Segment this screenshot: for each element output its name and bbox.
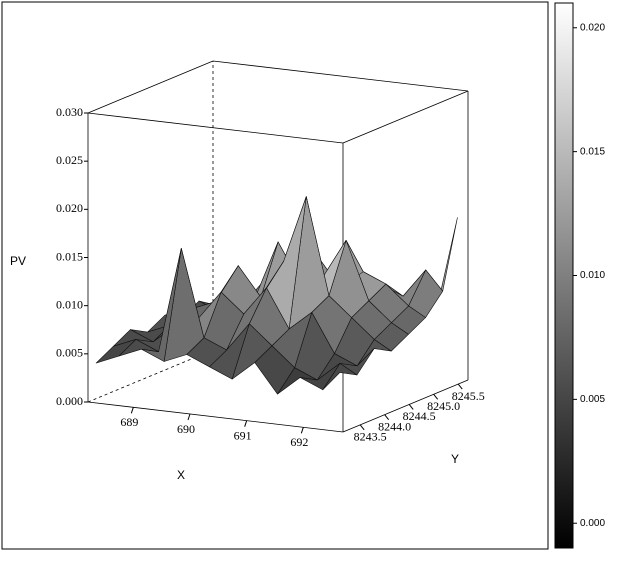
colorbar-tick-label: 0.005 xyxy=(580,394,605,405)
colorbar-tick-label: 0.000 xyxy=(580,518,605,529)
z-tick-label: 0.020 xyxy=(56,201,83,215)
y-tick-label: 8244.0 xyxy=(378,419,411,433)
colorbar xyxy=(554,2,574,549)
surface-cell xyxy=(95,339,137,364)
y-tick xyxy=(359,424,365,431)
x-tick xyxy=(300,427,304,434)
x-axis-label: X xyxy=(177,468,185,482)
x-tick xyxy=(244,420,248,427)
box-edge xyxy=(87,60,214,114)
box-edge xyxy=(212,60,469,92)
x-tick-label: 691 xyxy=(234,428,252,442)
plot-frame xyxy=(1,1,549,550)
z-tick-label: 0.025 xyxy=(56,153,83,167)
box-edge xyxy=(342,379,469,433)
z-tick-label: 0.005 xyxy=(56,346,83,360)
y-tick-label: 8245.5 xyxy=(452,389,485,403)
y-tick xyxy=(384,414,390,420)
z-tick-label: 0.030 xyxy=(56,105,83,119)
y-tick xyxy=(433,393,439,400)
z-axis-label: PV xyxy=(10,254,26,268)
x-tick xyxy=(187,413,191,421)
x-tick-label: 692 xyxy=(290,435,308,449)
x-tick-label: 690 xyxy=(177,422,195,436)
x-tick-label: 689 xyxy=(120,415,138,429)
x-tick xyxy=(130,407,134,414)
box-edge xyxy=(87,349,214,403)
z-tick-label: 0.000 xyxy=(56,394,83,408)
y-tick xyxy=(457,383,463,390)
z-tick-label: 0.015 xyxy=(56,249,83,263)
y-tick-label: 8243.5 xyxy=(354,430,387,444)
colorbar-tick-label: 0.015 xyxy=(580,146,605,157)
y-tick-label: 8245.0 xyxy=(427,399,460,413)
y-tick xyxy=(408,404,414,410)
z-tick-label: 0.010 xyxy=(56,297,83,311)
y-axis-label: Y xyxy=(451,452,459,466)
colorbar-tick-label: 0.010 xyxy=(580,270,605,281)
y-tick-label: 8244.5 xyxy=(403,409,436,423)
box-edge xyxy=(87,112,344,144)
box-edge xyxy=(342,90,469,144)
colorbar-tick-label: 0.020 xyxy=(580,22,605,33)
box-edge xyxy=(87,401,344,433)
